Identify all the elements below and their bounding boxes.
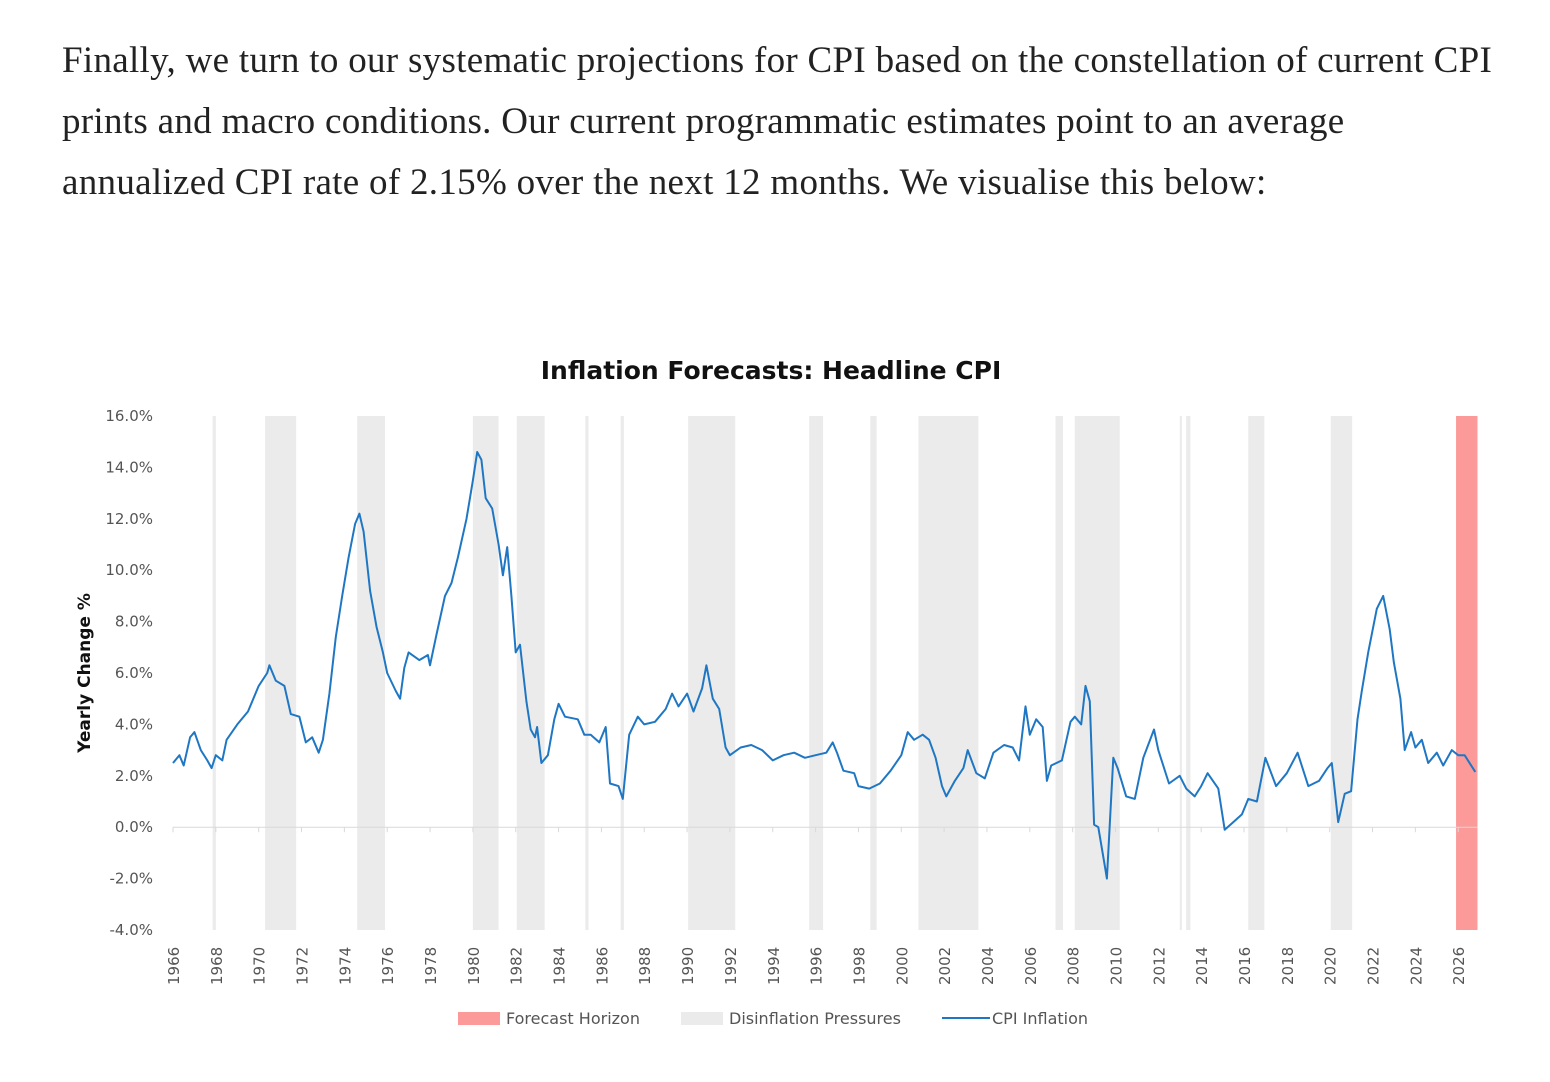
legend-label-cpi: CPI Inflation	[992, 1009, 1088, 1028]
y-tick-label: 12.0%	[105, 510, 153, 528]
x-tick-label: 1978	[422, 947, 440, 985]
cpi-inflation-line	[172, 451, 1477, 880]
disinflation-band	[870, 416, 877, 930]
y-tick-label: 14.0%	[105, 458, 153, 476]
disinflation-band	[357, 416, 386, 930]
x-tick-label: 1968	[208, 947, 226, 985]
legend-swatch-forecast	[458, 1012, 500, 1025]
x-tick-label: 2008	[1065, 947, 1083, 985]
x-tick-label: 1996	[808, 947, 826, 985]
x-tick-label: 1986	[593, 947, 611, 985]
disinflation-band	[265, 416, 297, 930]
y-tick-label: 2.0%	[115, 767, 153, 785]
disinflation-band	[516, 416, 545, 930]
x-tick-label: 2000	[893, 947, 911, 985]
y-tick-label: 0.0%	[115, 818, 153, 836]
x-tick-label: 1994	[765, 947, 783, 985]
disinflation-band	[1179, 416, 1182, 930]
y-tick-label: 10.0%	[105, 561, 153, 579]
x-tick-label: 1970	[251, 947, 269, 985]
y-tick-label: -2.0%	[109, 870, 153, 888]
y-tick-label: -4.0%	[109, 921, 153, 939]
x-tick-label: 1976	[379, 947, 397, 985]
x-tick-label: 1998	[850, 947, 868, 985]
x-tick-label: 2012	[1150, 947, 1168, 985]
x-tick-label: 2024	[1407, 947, 1425, 985]
y-tick-label: 8.0%	[115, 613, 153, 631]
disinflation-band	[688, 416, 736, 930]
x-tick-label: 2020	[1322, 947, 1340, 985]
x-tick-label: 1980	[465, 947, 483, 985]
disinflation-band	[1186, 416, 1191, 930]
disinflation-band	[472, 416, 499, 930]
disinflation-band	[809, 416, 824, 930]
disinflation-band	[585, 416, 589, 930]
disinflation-band	[620, 416, 624, 930]
x-tick-label: 1984	[551, 947, 569, 985]
disinflation-band	[1055, 416, 1064, 930]
disinflation-band	[1330, 416, 1353, 930]
disinflation-band	[212, 416, 216, 930]
x-tick-label: 2016	[1236, 947, 1254, 985]
legend: Forecast Horizon Disinflation Pressures CP…	[458, 1009, 1088, 1028]
x-tick-label: 1974	[336, 947, 354, 985]
legend-label-forecast: Forecast Horizon	[506, 1009, 640, 1028]
x-tick-label: 2010	[1107, 947, 1125, 985]
disinflation-band	[918, 416, 979, 930]
x-tick-label: 2022	[1365, 947, 1383, 985]
y-axis-label: Yearly Change %	[75, 593, 95, 754]
legend-label-disinflation: Disinflation Pressures	[729, 1009, 901, 1028]
y-tick-label: 4.0%	[115, 715, 153, 733]
x-tick-label: 1988	[636, 947, 654, 985]
y-tick-label: 6.0%	[115, 664, 153, 682]
y-tick-label: 16.0%	[105, 407, 153, 425]
disinflation-band	[1248, 416, 1265, 930]
x-tick-label: 1972	[294, 947, 312, 985]
x-tick-label: 2004	[979, 947, 997, 985]
x-tick-label: 2002	[936, 947, 954, 985]
x-tick-label: 2014	[1193, 947, 1211, 985]
x-tick-label: 2006	[1022, 947, 1040, 985]
x-tick-label: 2026	[1450, 947, 1468, 985]
x-tick-label: 1966	[165, 947, 183, 985]
intro-paragraph: Finally, we turn to our systematic proje…	[62, 40, 1493, 203]
chart-title: Inflation Forecasts: Headline CPI	[541, 356, 1002, 385]
disinflation-band	[1074, 416, 1120, 930]
x-tick-label: 1982	[508, 947, 526, 985]
x-tick-label: 1990	[679, 947, 697, 985]
forecast-horizon-band	[1456, 416, 1478, 930]
x-tick-label: 2018	[1279, 947, 1297, 985]
legend-swatch-disinflation	[681, 1012, 723, 1025]
x-tick-label: 1992	[722, 947, 740, 985]
